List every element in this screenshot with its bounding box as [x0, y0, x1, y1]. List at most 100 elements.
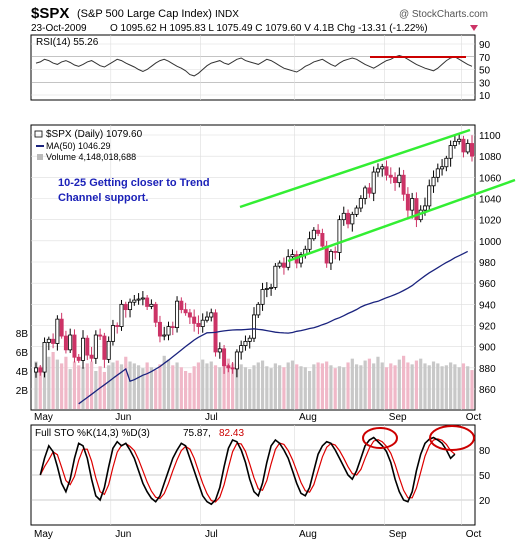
volume-bar — [363, 360, 367, 409]
rsi-tick-label: 10 — [479, 91, 491, 102]
trend-channel-lower — [287, 178, 516, 263]
candle-body — [333, 251, 338, 253]
candle-body — [388, 174, 393, 178]
candle-body — [166, 326, 171, 336]
volume-bar — [342, 367, 346, 409]
volume-bar — [265, 366, 269, 409]
candle-body — [132, 299, 137, 303]
volume-bar — [38, 366, 42, 409]
volume-bar — [256, 362, 260, 409]
volume-bar — [346, 362, 350, 409]
volume-bar — [466, 366, 470, 409]
volume-bar — [402, 355, 406, 409]
volume-bar — [239, 364, 243, 409]
sto-tick-label: 50 — [479, 471, 491, 482]
candle-body — [320, 233, 325, 247]
volume-bar — [107, 365, 111, 409]
candle-body — [367, 187, 372, 194]
volume-bar — [440, 366, 444, 409]
trend-channel-upper — [239, 128, 471, 209]
candle-body — [469, 143, 474, 157]
month-label-sep: Sep — [389, 412, 407, 423]
sto-legend-k: 75.87, — [183, 428, 211, 439]
volume-bar — [397, 359, 401, 409]
volume-bar — [60, 363, 64, 409]
rsi-legend: RSI(14) 55.26 — [36, 37, 99, 48]
volume-bar — [337, 366, 342, 409]
price-panel — [30, 124, 476, 411]
volume-bar — [243, 367, 248, 409]
candle-body — [226, 365, 231, 369]
sto-highlight-circle-1 — [362, 427, 398, 449]
volume-bar — [449, 362, 453, 409]
volume-bar — [231, 363, 235, 409]
volume-bar — [42, 347, 47, 409]
volume-bar — [77, 365, 81, 409]
price-tick-label: 1040 — [479, 195, 502, 206]
volume-bar — [162, 355, 166, 409]
volume-bar — [431, 361, 436, 409]
volume-bar — [149, 367, 154, 409]
candle-body — [457, 138, 462, 142]
annotation-line1: 10-25 Getting closer to Trend — [58, 177, 210, 189]
volume-bar — [252, 365, 256, 409]
candle-body — [410, 198, 415, 211]
candle-body — [136, 298, 141, 301]
candle-body — [110, 325, 115, 342]
candle-body — [63, 335, 68, 351]
volume-bar — [158, 364, 162, 409]
volume-bar — [410, 364, 414, 409]
candle-body — [115, 325, 120, 327]
candle-body — [251, 314, 256, 339]
price-tick-label: 900 — [479, 343, 496, 354]
candle-body — [145, 297, 150, 307]
volume-bar — [384, 367, 389, 409]
candle-body — [401, 174, 406, 195]
candle-body — [153, 303, 158, 323]
candle-body — [170, 326, 175, 329]
volume-bar — [380, 362, 384, 409]
volume-bar — [94, 371, 98, 409]
volume-bar — [213, 365, 218, 409]
price-tick-label: 880 — [479, 364, 496, 375]
volume-bar — [68, 369, 72, 409]
volume-bar — [51, 352, 55, 409]
volume-bar — [201, 359, 205, 409]
candle-body — [273, 265, 278, 288]
down-arrow-icon — [470, 25, 478, 31]
candle-body — [157, 321, 162, 337]
quote-line: O 1095.62 H 1095.83 L 1075.49 C 1079.60 … — [110, 23, 428, 34]
volume-bar — [115, 360, 119, 409]
rsi-tick-label: 50 — [479, 66, 491, 77]
sto-legend: Full STO %K(14,3) %D(3) — [35, 428, 150, 439]
symbol-title: $SPX — [31, 5, 69, 22]
sto-legend-d: 82.43 — [219, 428, 244, 439]
month-label-aug: Aug — [299, 412, 317, 423]
volume-bar — [269, 368, 273, 409]
candle-body — [264, 288, 269, 290]
price-legend-title: $SPX (Daily) 1079.60 — [46, 129, 143, 140]
sto-tick-label: 80 — [479, 446, 491, 457]
candle-body — [448, 145, 453, 159]
price-tick-label: 1080 — [479, 152, 502, 163]
rsi-line — [35, 54, 473, 77]
price-tick-label: 1020 — [479, 216, 502, 227]
volume-bar — [218, 367, 222, 409]
sto-highlight-circle-2 — [429, 425, 475, 451]
volume-bar — [389, 363, 393, 409]
volume-bar — [72, 361, 77, 409]
candle-body — [341, 212, 346, 221]
volume-bar — [85, 363, 89, 409]
volume-bar — [325, 361, 329, 409]
month-label-jun: Jun — [115, 412, 131, 423]
volume-bar — [295, 364, 299, 409]
candle-body — [328, 251, 333, 264]
volume-bar — [350, 358, 354, 409]
month-label-oct: Oct — [466, 412, 482, 423]
candle-body — [299, 254, 304, 264]
candle-body — [72, 334, 77, 358]
candle-body — [243, 340, 248, 347]
candle-body — [260, 289, 265, 305]
candle-body — [179, 300, 184, 311]
candle-body — [405, 193, 410, 211]
